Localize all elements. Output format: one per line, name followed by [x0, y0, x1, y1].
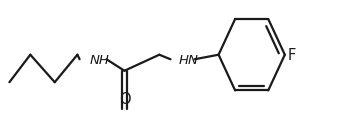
Text: NH: NH	[90, 53, 110, 66]
Text: F: F	[288, 48, 296, 63]
Text: O: O	[119, 91, 130, 106]
Text: HN: HN	[178, 53, 198, 66]
